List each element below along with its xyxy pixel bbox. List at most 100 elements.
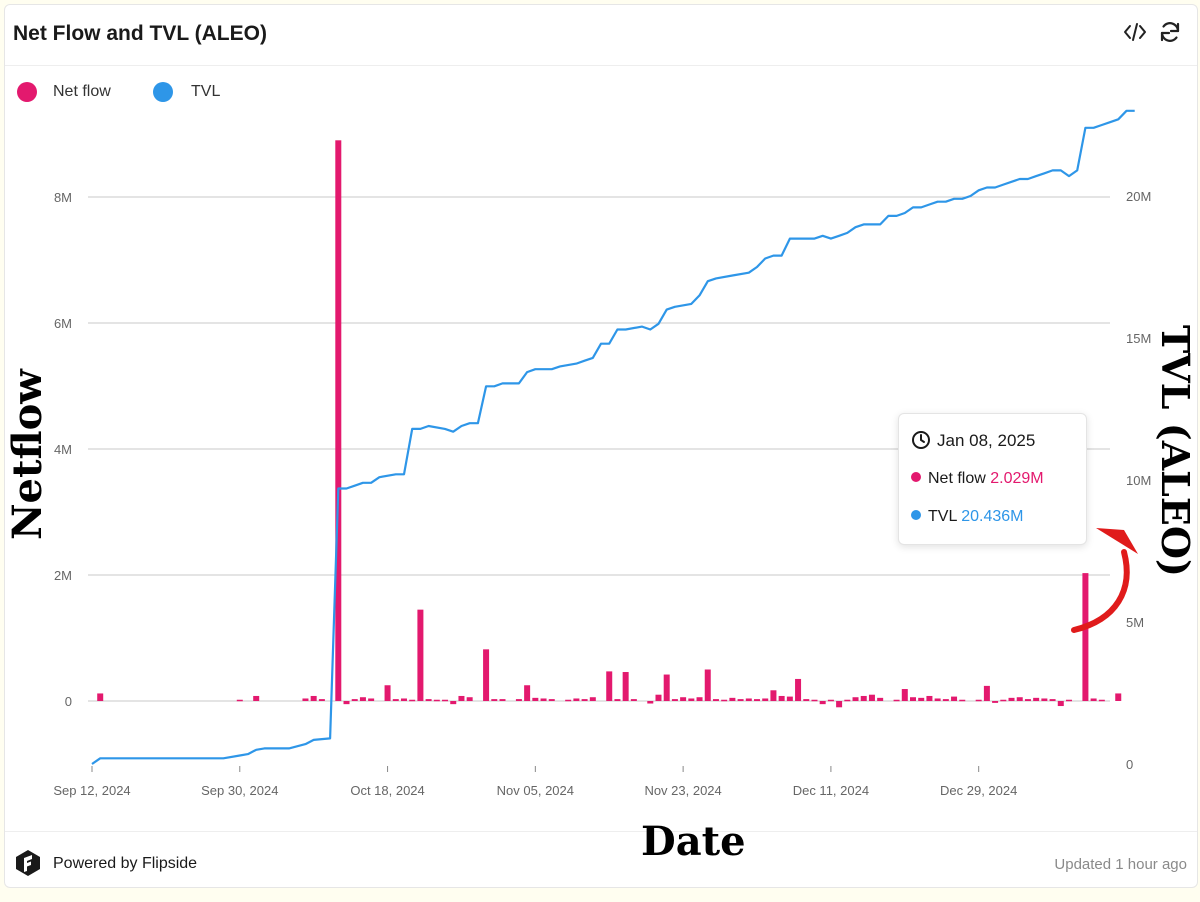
net-flow-bar[interactable] <box>622 672 629 701</box>
net-flow-bar[interactable] <box>524 685 531 701</box>
net-flow-bar[interactable] <box>926 695 933 701</box>
net-flow-bar[interactable] <box>458 695 465 701</box>
net-flow-bar[interactable] <box>302 698 309 701</box>
net-flow-bar[interactable] <box>540 698 547 701</box>
net-flow-bar[interactable] <box>951 696 958 701</box>
net-flow-bar[interactable] <box>499 699 506 701</box>
net-flow-bar[interactable] <box>729 697 736 701</box>
net-flow-bar[interactable] <box>877 697 884 701</box>
net-flow-bar[interactable] <box>1000 699 1007 702</box>
net-flow-bar[interactable] <box>1016 697 1023 701</box>
legend-item-net-flow[interactable]: Net flow <box>17 77 137 107</box>
legend-item-tvl[interactable]: TVL <box>153 77 243 107</box>
net-flow-bar[interactable] <box>589 697 596 701</box>
net-flow-bar[interactable] <box>655 694 662 701</box>
net-flow-bar[interactable] <box>688 698 695 701</box>
net-flow-bar[interactable] <box>310 695 317 701</box>
net-flow-bar[interactable] <box>786 696 793 701</box>
net-flow-bar[interactable] <box>770 690 777 701</box>
net-flow-bar[interactable] <box>359 697 366 701</box>
net-flow-bar[interactable] <box>581 699 588 701</box>
net-flow-bar[interactable] <box>614 699 621 701</box>
net-flow-bar[interactable] <box>491 699 498 701</box>
net-flow-bar[interactable] <box>384 685 391 701</box>
net-flow-bar[interactable] <box>868 694 875 701</box>
net-flow-bar[interactable] <box>548 699 555 701</box>
net-flow-bar[interactable] <box>483 649 490 701</box>
tooltip-tvl-label: TVL <box>928 508 957 525</box>
net-flow-bar[interactable] <box>680 697 687 701</box>
net-flow-bar[interactable] <box>409 699 416 702</box>
net-flow-bar[interactable] <box>466 697 473 701</box>
net-flow-bar[interactable] <box>860 695 867 701</box>
net-flow-bar[interactable] <box>983 685 990 701</box>
net-flow-bar[interactable] <box>671 699 678 701</box>
net-flow-bar[interactable] <box>1090 698 1097 701</box>
net-flow-bar[interactable] <box>975 699 982 702</box>
net-flow-bar[interactable] <box>565 699 572 702</box>
net-flow-bar[interactable] <box>425 699 432 701</box>
net-flow-bar[interactable] <box>942 699 949 701</box>
net-flow-bar[interactable] <box>1024 699 1031 701</box>
net-flow-bar[interactable] <box>704 669 711 702</box>
net-flow-bar[interactable] <box>721 699 728 702</box>
net-flow-bar[interactable] <box>803 699 810 701</box>
net-flow-bar[interactable] <box>754 699 761 701</box>
net-flow-bar[interactable] <box>778 695 785 701</box>
tvl-line[interactable] <box>91 109 1135 765</box>
net-flow-bar[interactable] <box>1057 701 1064 707</box>
net-flow-bar[interactable] <box>1008 697 1015 701</box>
net-flow-bar[interactable] <box>1098 699 1105 702</box>
net-flow-bar[interactable] <box>934 698 941 701</box>
net-flow-bar[interactable] <box>417 609 424 701</box>
net-flow-bar[interactable] <box>647 701 654 704</box>
net-flow-bar[interactable] <box>253 695 260 701</box>
net-flow-bar[interactable] <box>696 697 703 701</box>
net-flow-bar[interactable] <box>893 699 900 702</box>
net-flow-bar[interactable] <box>343 701 350 705</box>
net-flow-bar[interactable] <box>910 697 916 701</box>
net-flow-bar[interactable] <box>573 698 580 701</box>
refresh-icon[interactable] <box>1158 20 1182 44</box>
net-flow-bar[interactable] <box>442 699 449 702</box>
net-flow-bar[interactable] <box>959 699 966 702</box>
net-flow-bar[interactable] <box>795 678 802 701</box>
net-flow-bar[interactable] <box>819 701 826 705</box>
net-flow-bar[interactable] <box>1115 693 1122 701</box>
embed-code-icon[interactable] <box>1123 20 1147 44</box>
net-flow-bar[interactable] <box>811 699 818 702</box>
net-flow-bar[interactable] <box>392 699 399 701</box>
net-flow-bar[interactable] <box>827 699 834 702</box>
net-flow-bar[interactable] <box>836 701 843 708</box>
y-right-tick-label: 15M <box>1126 331 1151 346</box>
net-flow-bar[interactable] <box>515 699 522 701</box>
net-flow-bar[interactable] <box>1033 697 1040 701</box>
net-flow-bar[interactable] <box>335 140 342 702</box>
net-flow-bar[interactable] <box>606 671 613 701</box>
net-flow-bar[interactable] <box>400 698 407 701</box>
net-flow-bar[interactable] <box>97 693 104 701</box>
net-flow-bar[interactable] <box>1082 573 1089 701</box>
net-flow-bar[interactable] <box>852 697 859 701</box>
net-flow-bar[interactable] <box>712 699 719 701</box>
net-flow-bar[interactable] <box>368 698 375 701</box>
net-flow-bar[interactable] <box>1065 699 1072 702</box>
net-flow-bar[interactable] <box>737 699 744 701</box>
net-flow-bar[interactable] <box>532 697 539 701</box>
net-flow-bar[interactable] <box>901 689 908 701</box>
net-flow-bar[interactable] <box>630 699 637 701</box>
net-flow-bar[interactable] <box>918 697 925 701</box>
net-flow-bar[interactable] <box>318 699 325 701</box>
net-flow-bar[interactable] <box>433 699 440 702</box>
net-flow-bar[interactable] <box>1041 698 1048 701</box>
net-flow-bar[interactable] <box>351 699 358 701</box>
net-flow-bar[interactable] <box>236 699 243 702</box>
net-flow-bar[interactable] <box>762 698 769 701</box>
net-flow-bar[interactable] <box>844 699 851 702</box>
net-flow-bar[interactable] <box>1049 699 1056 701</box>
net-flow-bar[interactable] <box>663 674 670 701</box>
net-flow-bar[interactable] <box>450 701 457 705</box>
net-flow-bar[interactable] <box>745 698 752 701</box>
net-flow-bar[interactable] <box>992 701 999 703</box>
